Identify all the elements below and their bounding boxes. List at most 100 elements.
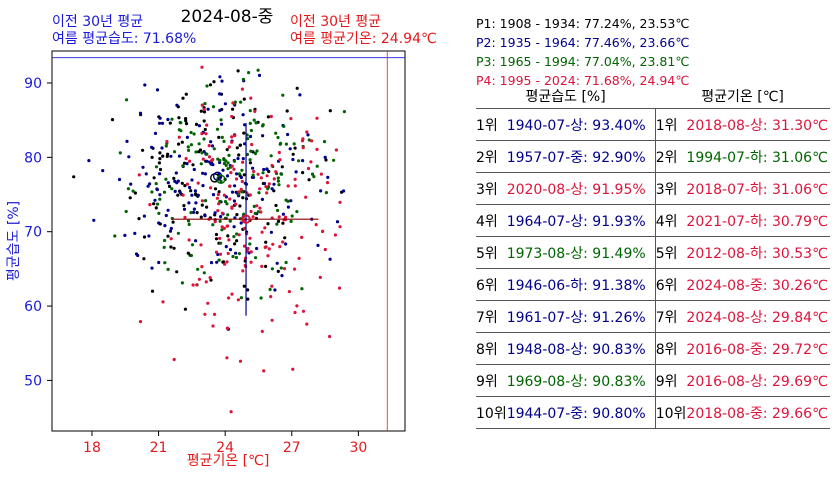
temperature-record: 2018-08-상: 31.30℃ xyxy=(686,108,830,141)
data-point xyxy=(189,130,193,135)
data-point xyxy=(216,209,220,213)
data-point xyxy=(259,176,263,180)
ranking-row: 7위 1961-07-상: 91.26% 7위 2024-08-상: 29.84℃ xyxy=(476,300,830,333)
humidity-record: 1948-08-상: 90.83% xyxy=(506,332,656,365)
data-point xyxy=(201,171,205,175)
data-point xyxy=(338,200,342,204)
period-legend: P1: 1908 - 1934: 77.24%, 23.53℃ P2: 1935… xyxy=(476,14,689,90)
data-point xyxy=(236,69,240,73)
data-point xyxy=(274,203,278,208)
data-point xyxy=(270,267,274,271)
data-point xyxy=(305,322,309,326)
data-point xyxy=(268,287,272,292)
data-point xyxy=(217,202,221,206)
temperature-record: 2018-07-하: 31.06℃ xyxy=(686,172,830,205)
temperature-header: 평균기온 [℃] xyxy=(655,84,830,109)
data-point xyxy=(152,176,156,180)
data-point xyxy=(250,142,254,147)
data-point xyxy=(266,222,270,226)
data-point xyxy=(125,139,129,143)
data-point xyxy=(239,187,243,191)
data-point xyxy=(261,134,265,138)
data-point xyxy=(125,98,129,102)
data-point xyxy=(158,172,162,176)
data-point xyxy=(158,157,162,161)
data-point xyxy=(192,207,196,211)
data-point xyxy=(232,235,236,239)
rank-humidity: 8위 xyxy=(476,332,507,365)
data-point xyxy=(207,144,211,148)
data-point xyxy=(188,159,192,163)
data-point xyxy=(260,197,264,201)
data-point xyxy=(307,178,311,182)
data-point xyxy=(210,144,215,148)
data-point xyxy=(295,210,299,214)
data-point xyxy=(168,121,172,125)
data-point xyxy=(319,172,323,176)
data-point xyxy=(205,123,209,127)
data-point xyxy=(205,152,209,156)
data-point xyxy=(176,179,180,183)
data-point xyxy=(246,288,250,292)
data-point xyxy=(282,124,286,128)
data-point xyxy=(180,281,184,285)
data-point xyxy=(270,318,274,322)
data-point xyxy=(248,121,252,125)
data-point xyxy=(306,133,310,137)
data-point xyxy=(228,248,233,252)
data-point xyxy=(255,246,259,251)
data-point xyxy=(260,329,264,333)
data-point xyxy=(219,215,223,219)
data-point xyxy=(235,146,239,150)
data-point xyxy=(232,199,236,203)
humidity-record: 1940-07-상: 93.40% xyxy=(506,108,656,141)
data-point xyxy=(300,287,304,291)
data-point xyxy=(189,143,193,147)
data-point xyxy=(237,233,241,237)
data-point xyxy=(291,367,295,371)
data-point xyxy=(154,182,158,186)
data-point xyxy=(166,267,170,271)
data-point xyxy=(215,260,219,264)
data-point xyxy=(266,254,270,258)
rank-humidity: 3위 xyxy=(476,172,507,205)
data-point xyxy=(228,184,232,188)
data-point xyxy=(249,260,253,264)
temperature-record: 2024-08-중: 30.26℃ xyxy=(686,268,830,301)
data-point xyxy=(124,209,128,214)
data-point xyxy=(174,171,178,175)
data-point xyxy=(291,152,295,156)
data-point xyxy=(226,161,230,165)
data-point xyxy=(295,86,299,90)
y-tick-label: 90 xyxy=(24,76,42,92)
data-point xyxy=(293,184,297,188)
data-point xyxy=(276,219,281,223)
rank-temperature: 4위 xyxy=(655,204,687,237)
data-point xyxy=(168,229,173,233)
data-point xyxy=(224,163,228,167)
data-point xyxy=(315,164,319,168)
data-point xyxy=(263,245,267,249)
y-tick-label: 70 xyxy=(24,225,42,241)
data-point xyxy=(229,410,233,414)
data-point xyxy=(200,199,204,203)
data-point xyxy=(220,135,224,139)
ranking-body: 1위 1940-07-상: 93.40% 1위 2018-08-상: 31.30℃ 2위… xyxy=(476,108,830,429)
data-point xyxy=(172,357,176,362)
data-point xyxy=(189,211,193,215)
rank-humidity: 7위 xyxy=(476,300,507,333)
data-point xyxy=(211,223,215,227)
data-point xyxy=(239,175,243,180)
data-point xyxy=(276,176,280,180)
data-point xyxy=(230,164,234,168)
data-point xyxy=(221,260,226,264)
data-point xyxy=(261,171,265,175)
data-point xyxy=(198,148,203,152)
y-tick-label: 60 xyxy=(24,299,42,315)
rank-temperature: 3위 xyxy=(655,172,687,205)
data-point xyxy=(323,247,327,252)
data-point xyxy=(259,296,263,300)
data-point xyxy=(170,187,174,191)
data-point xyxy=(234,177,239,181)
data-point xyxy=(284,142,288,146)
